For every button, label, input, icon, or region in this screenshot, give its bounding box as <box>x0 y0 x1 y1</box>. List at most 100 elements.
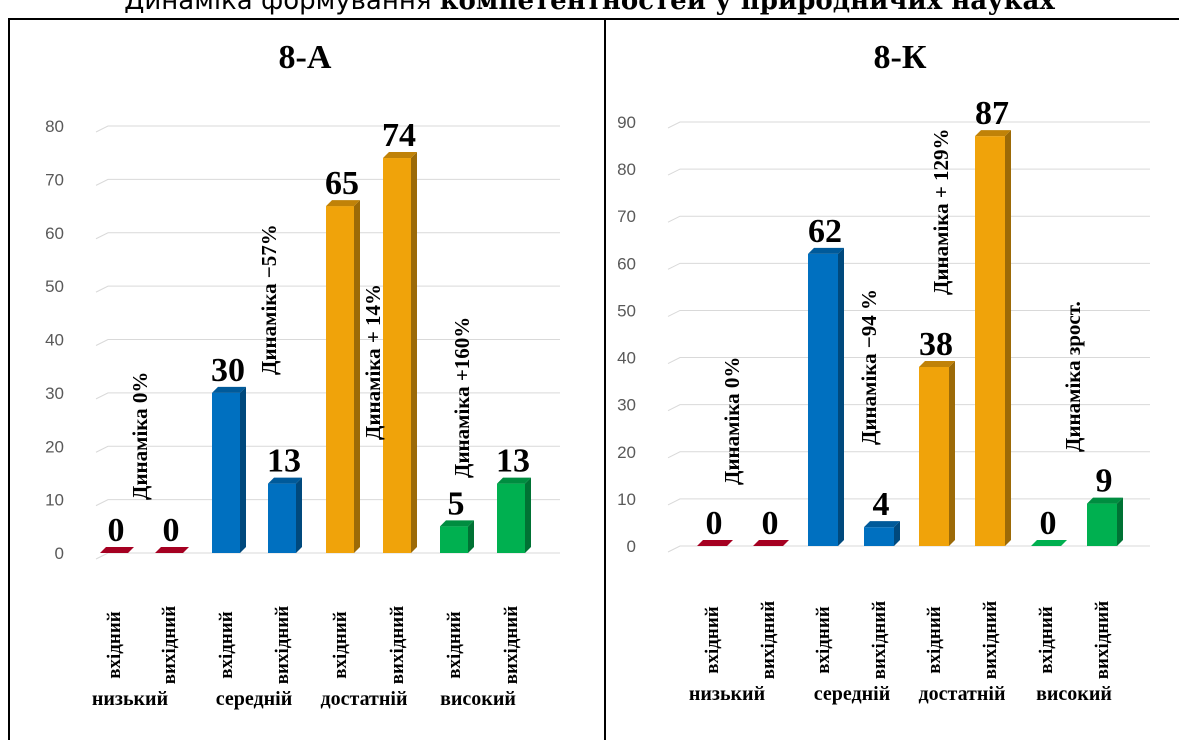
y-tick-label: 80 <box>45 117 64 136</box>
dynamics-annotation: Динаміка +160% <box>450 317 474 478</box>
bar-front <box>808 253 838 546</box>
bar <box>268 477 302 553</box>
bar-front <box>975 136 1005 546</box>
y-tick-label: 80 <box>617 160 636 179</box>
x-tick-label: вхідний <box>104 611 125 679</box>
chart-panel-8k <box>604 18 1179 740</box>
bar <box>753 540 789 546</box>
bar-side <box>525 477 531 553</box>
y-tick-label: 70 <box>617 207 636 226</box>
bar-side <box>894 521 900 546</box>
bar <box>155 547 189 553</box>
bar-front <box>1087 503 1117 546</box>
bar-side <box>838 247 844 546</box>
bar-top <box>975 130 1011 137</box>
bar <box>1087 497 1123 546</box>
bar <box>919 360 955 546</box>
x-tick-label: вихідний <box>1092 601 1113 679</box>
dynamics-annotation: Динаміка −94 % <box>857 289 881 445</box>
bar-front <box>440 526 468 553</box>
gridline <box>667 545 1150 553</box>
bar-flat <box>697 540 733 546</box>
y-tick-label: 50 <box>45 277 64 296</box>
y-tick-label: 10 <box>45 491 64 510</box>
bar-flat <box>100 547 134 553</box>
page-title-prefix: Динаміка формування <box>124 0 440 16</box>
chart-title: 8-К <box>874 39 927 76</box>
x-tick-label: вихідний <box>869 601 890 679</box>
group-label: низький <box>92 688 168 710</box>
dynamics-annotation: Динаміка + 129% <box>929 128 953 295</box>
dynamics-annotation: Динаміка −57% <box>257 224 281 375</box>
group-label: низький <box>689 683 765 705</box>
x-tick-label: вхідний <box>330 611 351 679</box>
bar-front <box>326 206 354 553</box>
data-label: 0 <box>706 505 723 542</box>
chart-panel-8a <box>8 18 606 740</box>
data-label: 30 <box>211 352 245 389</box>
data-label: 38 <box>919 326 953 363</box>
data-label: 0 <box>762 505 779 542</box>
bar-side <box>296 477 302 553</box>
gridline <box>95 552 560 560</box>
dynamics-annotation: Динаміка зрост. <box>1061 301 1085 452</box>
data-label: 65 <box>325 165 359 202</box>
x-tick-label: вихідний <box>159 606 180 684</box>
y-tick-label: 10 <box>617 490 636 509</box>
bar-top <box>919 360 955 367</box>
bar <box>808 247 844 546</box>
y-tick-label: 40 <box>45 331 64 350</box>
bar <box>975 130 1011 546</box>
data-label: 9 <box>1096 463 1113 500</box>
bar <box>497 477 531 553</box>
y-tick-label: 40 <box>617 349 636 368</box>
bar-side <box>468 520 474 553</box>
bar-top <box>440 520 474 527</box>
x-tick-label: вхідний <box>702 606 723 674</box>
data-label: 74 <box>382 117 416 154</box>
chart-1: 0 10 20 30 40 50 60 70 80 8-А 0 вхідний 0 вихідний 30 в… <box>45 39 560 710</box>
bar <box>697 540 733 546</box>
bar-side <box>1005 130 1011 546</box>
bar-front <box>212 392 240 553</box>
y-tick-label: 90 <box>617 113 636 132</box>
y-tick-label: 60 <box>45 224 64 243</box>
bar-side <box>1117 497 1123 546</box>
data-label: 0 <box>163 512 180 549</box>
bar-front <box>268 483 296 553</box>
group-label: достатній <box>919 683 1006 705</box>
bar <box>1031 540 1067 546</box>
bar-top <box>268 477 302 484</box>
bar-front <box>864 527 894 546</box>
bar-top <box>1087 497 1123 504</box>
x-tick-label: вихідний <box>387 606 408 684</box>
data-label: 62 <box>808 213 842 250</box>
gridline <box>667 262 1150 270</box>
x-tick-label: вхідний <box>216 611 237 679</box>
x-tick-label: вхідний <box>1036 606 1057 674</box>
page-title-bold: компетентностей у природничих науках <box>439 0 1055 16</box>
x-tick-label: вихідний <box>980 601 1001 679</box>
gridline <box>667 215 1150 223</box>
bar-top <box>383 152 417 159</box>
chart-2: 01020304050607080908-К0вхідний0вихідний6… <box>617 39 1150 705</box>
bar <box>326 200 360 553</box>
bar-top <box>326 200 360 207</box>
bar-top <box>808 247 844 254</box>
dynamics-annotation: Динаміка 0% <box>720 357 744 485</box>
x-tick-label: вихідний <box>272 606 293 684</box>
group-label: високий <box>440 688 516 710</box>
data-label: 87 <box>975 95 1009 132</box>
bar <box>864 521 900 546</box>
bar-flat <box>155 547 189 553</box>
gridline <box>95 125 560 133</box>
dynamics-annotation: Динаміка + 14% <box>361 284 385 440</box>
data-label: 13 <box>267 443 301 480</box>
gridline <box>667 168 1150 176</box>
x-tick-label: вхідний <box>924 606 945 674</box>
bar <box>212 386 246 553</box>
bar <box>383 152 417 553</box>
bar-side <box>949 360 955 546</box>
bar-front <box>497 483 525 553</box>
